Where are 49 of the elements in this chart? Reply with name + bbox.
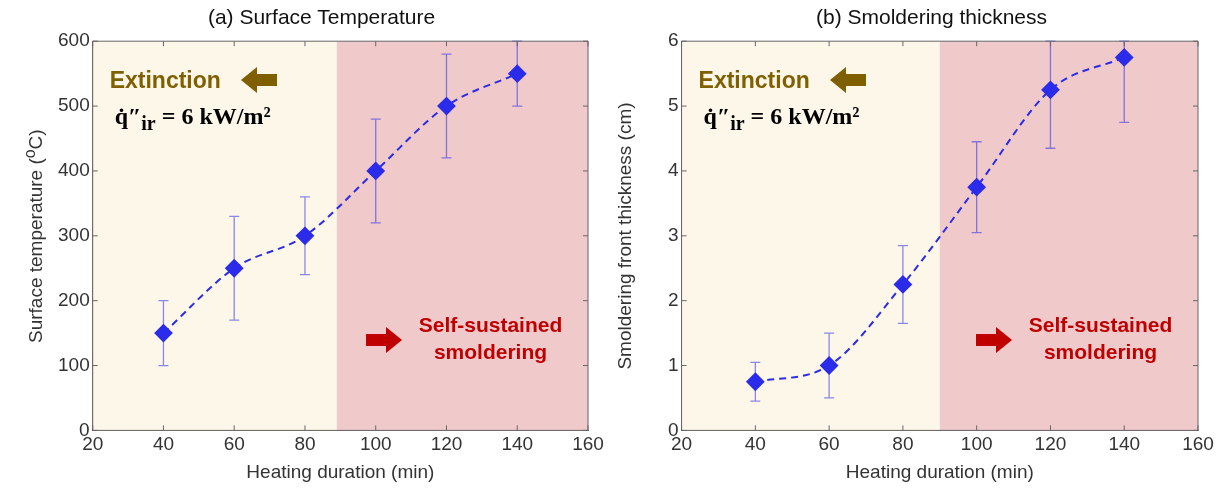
x-tick-label: 80 — [294, 433, 316, 455]
y-tick-label: 300 — [58, 224, 90, 246]
band-label: Self-sustained smoldering — [417, 312, 564, 365]
x-tick-label: 100 — [359, 433, 392, 455]
y-tick-label: 6 — [667, 29, 679, 51]
point — [820, 356, 839, 375]
x-tick-label: 120 — [1034, 433, 1067, 455]
annotation: q̇″$_{ir}$ = 6 kW/m² — [114, 103, 271, 135]
y-tick-label: 5 — [667, 94, 679, 116]
point — [967, 178, 986, 197]
x-tick-label: 140 — [1108, 433, 1141, 455]
y-axis-title: Smoldering front thickness (cm) — [613, 102, 636, 370]
point — [225, 259, 244, 278]
x-tick-label: 60 — [818, 433, 840, 455]
band-label: Extinction — [109, 66, 221, 95]
x-tick-label: 100 — [960, 433, 993, 455]
point — [746, 372, 765, 391]
point — [366, 161, 385, 180]
y-tick-label: 2 — [667, 288, 679, 310]
y-tick-label: 4 — [667, 159, 679, 181]
y-tick-label: 500 — [58, 94, 90, 116]
point — [437, 97, 456, 116]
band-label: Self-sustained smoldering — [1027, 312, 1174, 365]
x-axis-title: Heating duration (min) — [246, 460, 435, 482]
chart-title: (b) Smoldering thickness — [815, 5, 1048, 29]
y-tick-label: 600 — [58, 29, 90, 51]
annotation: q̇″$_{ir}$ = 6 kW/m² — [703, 103, 860, 135]
point — [295, 226, 314, 245]
point — [154, 324, 173, 343]
x-tick-label: 80 — [892, 433, 914, 455]
point — [1041, 80, 1060, 99]
x-tick-label: 40 — [744, 433, 766, 455]
x-tick-label: 140 — [501, 433, 534, 455]
x-tick-label: 160 — [572, 433, 604, 455]
point — [508, 64, 527, 83]
y-tick-label: 100 — [58, 353, 90, 375]
y-tick-label: 1 — [667, 353, 679, 375]
x-axis-title: Heating duration (min) — [845, 460, 1034, 482]
x-tick-label: 120 — [430, 433, 463, 455]
y-tick-label: 400 — [58, 159, 90, 181]
band-label: Extinction — [698, 66, 810, 95]
x-tick-label: 160 — [1182, 433, 1214, 455]
point — [893, 275, 912, 294]
y-tick-label: 200 — [58, 288, 90, 310]
y-tick-label: 3 — [667, 224, 679, 246]
point — [1115, 48, 1134, 67]
chart-title: (a) Surface Temperature — [207, 5, 436, 29]
x-tick-label: 60 — [223, 433, 245, 455]
x-tick-label: 40 — [152, 433, 175, 455]
